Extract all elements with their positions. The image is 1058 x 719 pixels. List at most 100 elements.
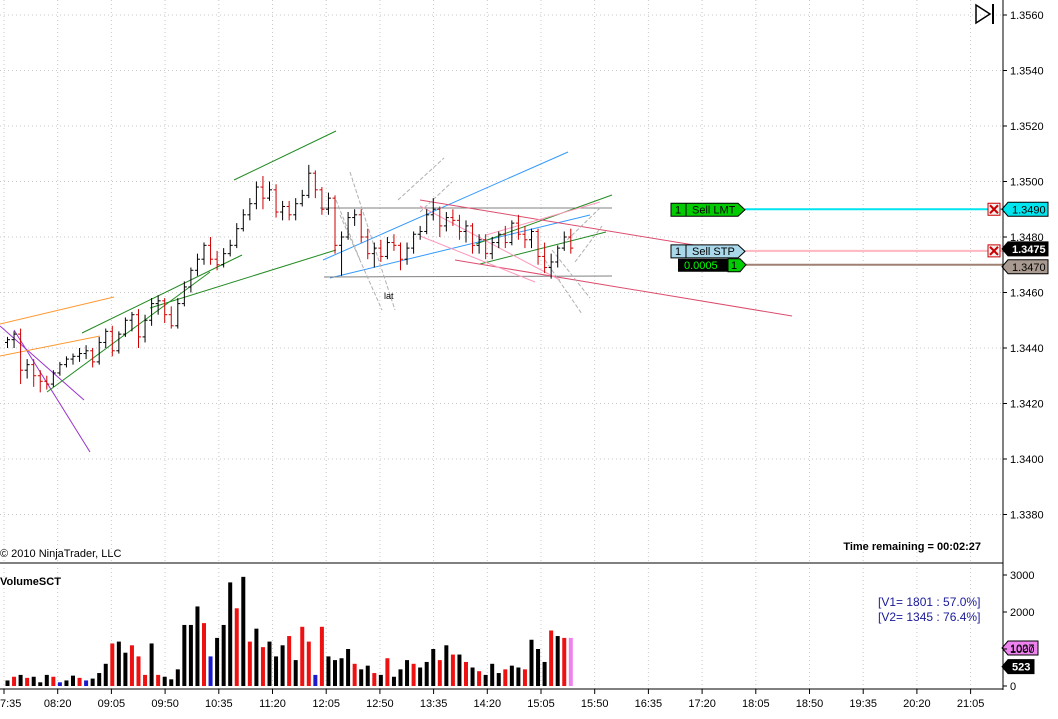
volume-bar: [208, 656, 213, 686]
sell-stop-qty[interactable]: 1: [675, 246, 681, 258]
volume-bar: [333, 660, 337, 686]
svg-text:1027: 1027: [1010, 643, 1034, 655]
fib-line[interactable]: [562, 207, 601, 245]
fib-line[interactable]: [397, 157, 445, 201]
price-bar: [489, 237, 495, 260]
volume-bar: [97, 673, 102, 686]
volume-bar: [405, 660, 410, 686]
price-bar: [325, 192, 331, 215]
price-bar: [24, 359, 30, 379]
volume-bar: [490, 663, 495, 686]
volume-bar: [359, 669, 364, 686]
volume-bar: [149, 643, 154, 686]
volume-bar: [470, 667, 475, 686]
svg-text:523: 523: [1012, 662, 1030, 674]
price-bar: [515, 214, 521, 240]
volume-bar: [221, 624, 226, 686]
sell-limit-qty[interactable]: 1: [675, 204, 681, 216]
price-bar: [214, 250, 220, 271]
cancel-order-icon[interactable]: [987, 202, 1001, 216]
y-tick-label: 1.3380: [1010, 510, 1044, 522]
volume-bar: [352, 663, 357, 686]
price-bar: [306, 164, 312, 199]
price-bar: [142, 314, 148, 343]
fib-line[interactable]: [544, 259, 583, 315]
play-icon[interactable]: [975, 3, 994, 25]
volume-bar: [457, 654, 462, 686]
trend-line[interactable]: [322, 151, 569, 261]
axes: 1.3560 1.3540 1.3520 1.3500 1.3480 1.3460 1.34…: [0, 0, 1044, 710]
price-bar: [404, 242, 410, 265]
trend-line[interactable]: [485, 201, 601, 236]
trend-line[interactable]: [479, 231, 607, 265]
volume-bar: [464, 661, 468, 686]
price-bar: [529, 228, 534, 249]
fib-line[interactable]: [339, 214, 383, 311]
y-tick-label: 1.3460: [1010, 288, 1044, 300]
fib-line[interactable]: [419, 181, 453, 213]
price-bar: [542, 242, 548, 274]
volume-bar: [280, 645, 285, 686]
sell-stop-tag: [670, 244, 746, 259]
fib-line[interactable]: [551, 249, 591, 299]
fib-line[interactable]: [574, 225, 603, 263]
trend-line[interactable]: [454, 259, 793, 317]
price-bar: [90, 348, 96, 368]
volume-bar: [542, 661, 547, 686]
sell-limit-label[interactable]: Sell LMT: [692, 204, 736, 216]
position-tag[interactable]: 0.0005 1: [678, 258, 747, 273]
trend-line[interactable]: [419, 235, 536, 283]
fib-line[interactable]: [349, 171, 396, 311]
price-bar: [286, 200, 292, 221]
price-bar: [398, 242, 403, 271]
trend-line[interactable]: [233, 130, 337, 181]
price-bar: [5, 336, 10, 348]
price-bar: [70, 353, 76, 365]
price-bar: [332, 195, 338, 254]
price-bar: [561, 231, 567, 251]
sell-stop-label[interactable]: Sell STP: [692, 246, 735, 258]
price-bar: [345, 212, 351, 240]
price-bar: [365, 228, 371, 260]
price-bar: [201, 242, 207, 265]
price-bar: [175, 298, 181, 329]
price-bar: [122, 317, 128, 337]
trend-line[interactable]: [81, 254, 243, 334]
trend-line[interactable]: [46, 271, 211, 393]
volume-bar: [398, 669, 403, 686]
trend-line[interactable]: [0, 325, 85, 401]
trend-line[interactable]: [323, 275, 613, 278]
trend-line[interactable]: [149, 249, 337, 309]
volume-bar: [241, 576, 246, 686]
price-bar: [522, 225, 528, 249]
volume-bar: [529, 639, 534, 686]
price-bar: [168, 306, 174, 329]
price-bar: [450, 209, 456, 226]
price-bar: [267, 181, 272, 201]
drawing-objects[interactable]: lat: [0, 130, 793, 453]
price-bar: [535, 228, 541, 265]
position-qty: 1: [731, 260, 737, 272]
price-bar: [273, 184, 279, 218]
volume-bar: [274, 656, 279, 686]
trend-line[interactable]: [419, 199, 701, 247]
price-bar: [463, 220, 469, 243]
cancel-order-icon[interactable]: [987, 244, 1001, 258]
trend-line[interactable]: [0, 296, 115, 325]
volume-marker-523: 523: [1001, 659, 1035, 675]
volume-bar: [418, 667, 423, 686]
volume-marker-1027: 1027: [1001, 640, 1039, 656]
trend-line[interactable]: [329, 214, 591, 279]
volume-bar: [247, 641, 252, 686]
price-bar: [109, 325, 115, 357]
trend-line[interactable]: [419, 205, 561, 281]
price-bar: [476, 234, 482, 254]
volume-bar: [25, 677, 30, 686]
volume-bar: [143, 674, 148, 686]
volume-bar: [182, 624, 187, 686]
trend-line[interactable]: [0, 335, 101, 357]
price-bar: [568, 228, 574, 254]
price-bar: [11, 331, 17, 348]
x-tick-label: 20:20: [903, 698, 931, 710]
